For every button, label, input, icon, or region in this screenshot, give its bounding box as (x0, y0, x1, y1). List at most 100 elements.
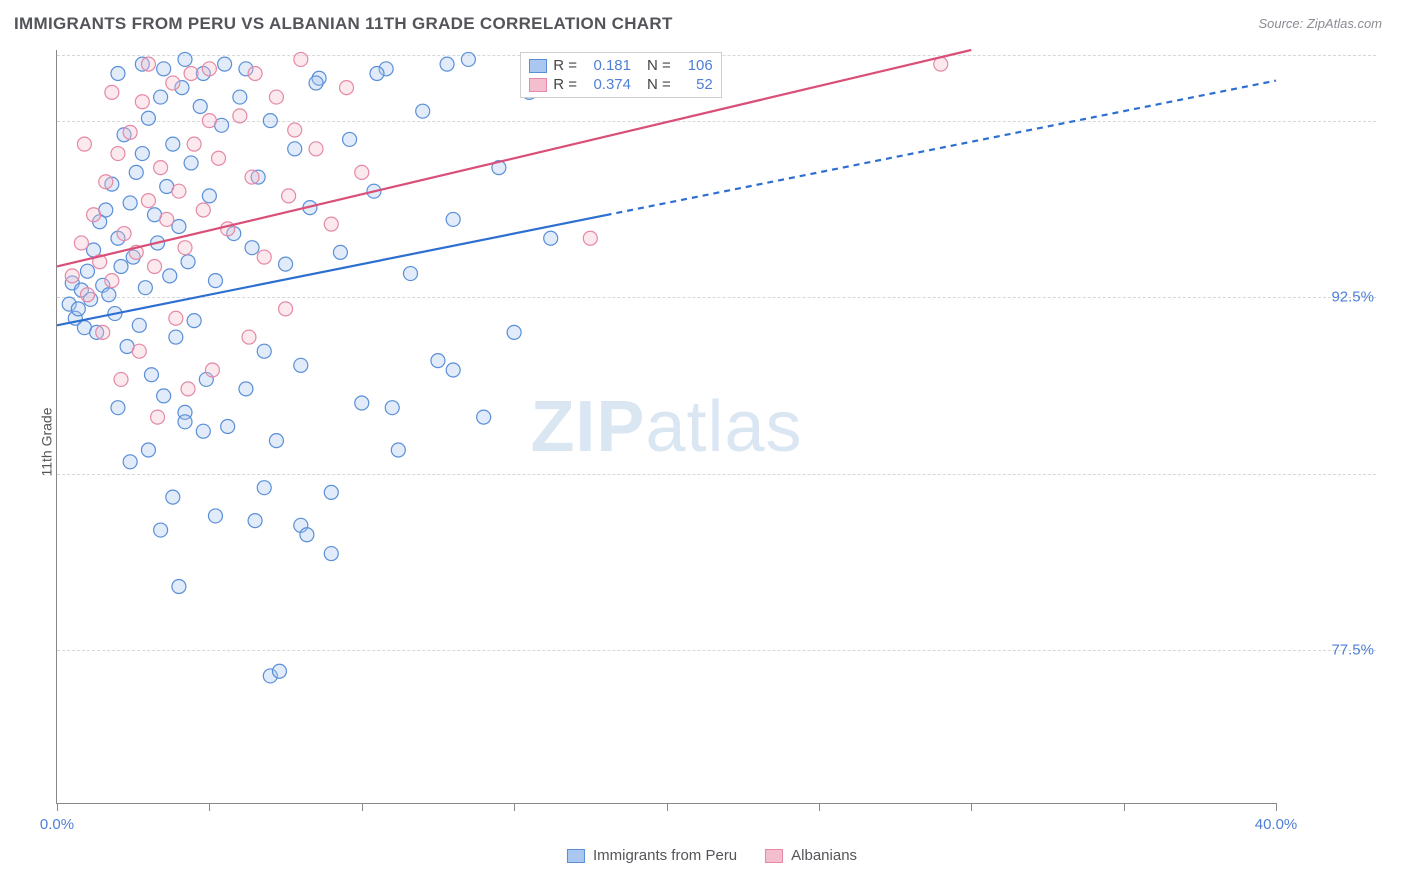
chart-header: IMMIGRANTS FROM PERU VS ALBANIAN 11TH GR… (0, 0, 1406, 50)
data-point-peru (257, 481, 271, 495)
data-point-peru (172, 580, 186, 594)
data-point-albanian (279, 302, 293, 316)
correlation-legend: R =0.181N =106R =0.374N =52 (520, 52, 722, 98)
data-point-peru (245, 241, 259, 255)
data-point-peru (132, 318, 146, 332)
data-point-peru (233, 90, 247, 104)
data-point-peru (263, 114, 277, 128)
data-point-peru (178, 415, 192, 429)
data-point-peru (343, 132, 357, 146)
data-point-peru (269, 434, 283, 448)
data-point-peru (391, 443, 405, 457)
data-point-peru (184, 156, 198, 170)
data-point-peru (544, 231, 558, 245)
data-point-peru (187, 314, 201, 328)
data-point-albanian (583, 231, 597, 245)
data-point-albanian (141, 194, 155, 208)
legend-label: Albanians (791, 847, 857, 864)
x-tick (667, 803, 668, 811)
data-point-peru (129, 165, 143, 179)
x-tick (362, 803, 363, 811)
data-point-peru (196, 424, 210, 438)
data-point-albanian (141, 57, 155, 71)
data-point-peru (288, 142, 302, 156)
data-point-peru (123, 455, 137, 469)
data-point-peru (135, 147, 149, 161)
data-point-peru (431, 354, 445, 368)
chart-svg (57, 50, 1276, 803)
legend-item: Immigrants from Peru (567, 847, 737, 864)
data-point-albanian (160, 212, 174, 226)
data-point-peru (154, 90, 168, 104)
legend-swatch-peru (529, 59, 547, 73)
data-point-peru (202, 189, 216, 203)
y-axis-label: 11th Grade (39, 407, 55, 476)
data-point-peru (141, 443, 155, 457)
r-label: R = (553, 76, 577, 93)
x-tick (971, 803, 972, 811)
data-point-albanian (187, 137, 201, 151)
data-point-peru (279, 257, 293, 271)
data-point-albanian (117, 227, 131, 241)
data-point-albanian (288, 123, 302, 137)
data-point-peru (239, 382, 253, 396)
data-point-peru (294, 358, 308, 372)
data-point-albanian (172, 184, 186, 198)
data-point-albanian (324, 217, 338, 231)
data-point-albanian (114, 372, 128, 386)
data-point-albanian (248, 67, 262, 81)
data-point-peru (257, 344, 271, 358)
data-point-peru (80, 264, 94, 278)
n-label: N = (647, 76, 671, 93)
data-point-peru (123, 196, 137, 210)
legend-row-albanian: R =0.374N =52 (529, 76, 713, 93)
data-point-peru (169, 330, 183, 344)
data-point-peru (111, 67, 125, 81)
data-point-peru (157, 389, 171, 403)
data-point-peru (163, 269, 177, 283)
data-point-peru (300, 528, 314, 542)
legend-label: Immigrants from Peru (593, 847, 737, 864)
data-point-peru (477, 410, 491, 424)
data-point-peru (461, 52, 475, 66)
data-point-albanian (294, 52, 308, 66)
data-point-albanian (132, 344, 146, 358)
x-tick-label: 0.0% (40, 816, 74, 833)
data-point-albanian (87, 208, 101, 222)
data-point-peru (144, 368, 158, 382)
legend-swatch-albanian (529, 78, 547, 92)
data-point-albanian (96, 325, 110, 339)
data-point-albanian (212, 151, 226, 165)
data-point-albanian (269, 90, 283, 104)
legend-item: Albanians (765, 847, 857, 864)
data-point-peru (166, 137, 180, 151)
data-point-albanian (282, 189, 296, 203)
y-tick-label: 77.5% (1284, 642, 1374, 659)
data-point-peru (166, 490, 180, 504)
data-point-peru (157, 62, 171, 76)
data-point-peru (172, 219, 186, 233)
r-value: 0.374 (583, 76, 631, 93)
x-tick (1276, 803, 1277, 811)
data-point-peru (333, 245, 347, 259)
n-label: N = (647, 57, 671, 74)
scatter-plot: ZIPatlas R =0.181N =106R =0.374N =52 77.… (56, 50, 1276, 804)
data-point-peru (102, 288, 116, 302)
data-point-peru (154, 523, 168, 537)
plot-container: 11th Grade ZIPatlas R =0.181N =106R =0.3… (48, 50, 1376, 834)
data-point-albanian (245, 170, 259, 184)
data-point-albanian (65, 269, 79, 283)
data-point-albanian (74, 236, 88, 250)
data-point-albanian (184, 67, 198, 81)
data-point-albanian (154, 161, 168, 175)
data-point-albanian (151, 410, 165, 424)
data-point-albanian (111, 147, 125, 161)
legend-row-peru: R =0.181N =106 (529, 57, 713, 74)
x-tick (209, 803, 210, 811)
data-point-peru (193, 99, 207, 113)
data-point-albanian (202, 62, 216, 76)
data-point-albanian (169, 311, 183, 325)
data-point-albanian (135, 95, 149, 109)
data-point-albanian (202, 114, 216, 128)
data-point-albanian (148, 259, 162, 273)
